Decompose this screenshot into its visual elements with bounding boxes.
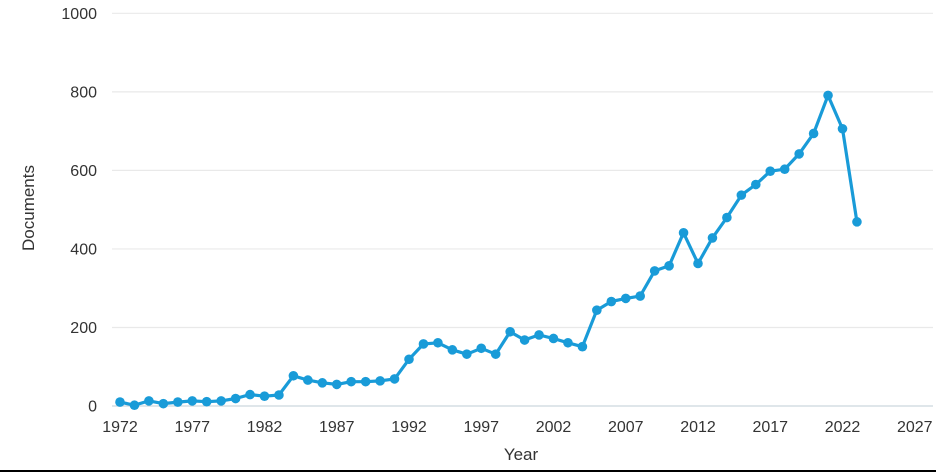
data-point — [707, 233, 718, 243]
x-tick-label: 2002 — [536, 419, 572, 436]
x-tick-label: 2007 — [608, 419, 644, 436]
data-point — [577, 341, 588, 352]
data-point — [794, 149, 804, 159]
x-tick-label: 1977 — [174, 419, 210, 436]
data-point — [779, 164, 790, 175]
x-tick-label: 1987 — [319, 419, 355, 436]
data-point — [736, 190, 747, 200]
x-tick-label: 1972 — [102, 419, 138, 436]
data-point — [433, 337, 443, 348]
x-tick-label: 1997 — [463, 419, 499, 436]
data-point — [360, 376, 371, 387]
data-point — [765, 166, 776, 176]
data-point — [476, 343, 487, 354]
data-point — [259, 391, 270, 401]
y-tick-label: 600 — [70, 163, 97, 180]
data-point — [635, 291, 645, 301]
y-axis-title: Documents — [19, 165, 38, 251]
data-point — [823, 90, 833, 101]
data-point — [158, 398, 169, 409]
bottom-border-line — [0, 470, 936, 472]
data-point — [201, 396, 212, 407]
data-point — [389, 374, 400, 384]
data-point — [418, 339, 429, 349]
data-point — [288, 370, 299, 381]
y-tick-label: 1000 — [61, 6, 97, 23]
data-point — [404, 354, 414, 365]
data-point — [649, 266, 660, 276]
data-point — [751, 179, 761, 190]
data-point — [187, 396, 198, 406]
data-point — [346, 376, 357, 387]
data-point — [317, 378, 328, 388]
data-point — [462, 349, 472, 359]
x-tick-label: 2022 — [825, 419, 861, 436]
data-point — [129, 400, 140, 411]
data-point — [678, 228, 689, 238]
data-point — [837, 123, 848, 134]
y-tick-label: 200 — [70, 320, 97, 337]
data-point — [303, 375, 313, 385]
data-point — [505, 326, 515, 337]
data-point — [808, 128, 819, 139]
data-point — [144, 396, 154, 406]
data-point — [519, 335, 530, 345]
x-tick-label: 2027 — [897, 419, 933, 436]
data-point — [620, 293, 631, 304]
data-point — [722, 212, 732, 223]
y-tick-label: 800 — [70, 84, 97, 101]
x-tick-label: 1992 — [391, 419, 427, 436]
data-point — [548, 333, 559, 344]
y-tick-label: 0 — [88, 399, 97, 416]
data-point — [592, 305, 602, 315]
data-point — [375, 376, 385, 386]
data-point — [216, 396, 226, 406]
data-point — [115, 397, 125, 407]
data-point — [230, 393, 241, 404]
data-point — [245, 389, 255, 400]
data-point — [173, 397, 183, 407]
y-tick-label: 400 — [70, 241, 97, 258]
data-point — [447, 345, 458, 355]
data-point — [693, 258, 703, 269]
data-point — [664, 261, 674, 271]
x-tick-label: 1982 — [247, 419, 283, 436]
data-point — [852, 217, 862, 227]
x-tick-label: 2017 — [752, 419, 788, 436]
data-point — [563, 337, 573, 348]
data-point — [490, 349, 501, 359]
data-point — [606, 296, 617, 307]
documents-series-line — [118, 93, 859, 407]
data-point — [331, 379, 342, 390]
data-point — [274, 390, 284, 400]
x-tick-label: 2012 — [680, 419, 716, 436]
x-axis-title: Year — [503, 445, 539, 464]
data-point — [534, 330, 544, 340]
